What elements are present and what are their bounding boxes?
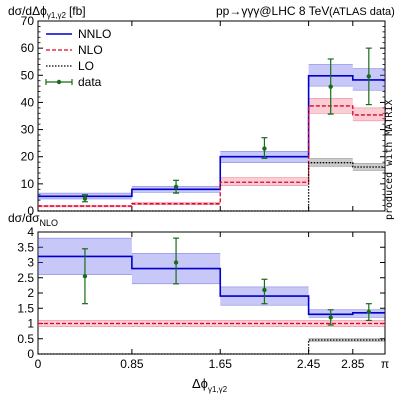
x-tick-label: 0 <box>35 357 42 371</box>
y-tick-label: 20 <box>21 150 35 164</box>
y-tick-label: 0 <box>27 347 34 361</box>
step-line-nnlo <box>38 75 385 198</box>
band-lo <box>352 163 385 171</box>
bottom-ylabel: dσ/dσNLO <box>8 211 58 228</box>
bottom-panel: 00.51 1.522.53 3.54 0 0.85 1.65 2.45 2.85 π <box>17 225 389 371</box>
top-ylabel: dσ/dΔϕγ1,γ2 [fb] <box>8 4 86 20</box>
data-point <box>173 260 179 265</box>
y-tick-label: 40 <box>21 95 35 109</box>
data-point <box>82 196 88 201</box>
y-tick-label: 2.5 <box>17 271 34 285</box>
data-point <box>328 84 333 89</box>
y-tick-label: 3.5 <box>17 240 34 254</box>
data-point <box>262 146 267 151</box>
step-line-lo <box>38 339 385 355</box>
legend-data-marker <box>56 79 62 85</box>
x-axis-label: Δϕγ1,γ2 <box>192 376 228 394</box>
data-point <box>173 184 179 190</box>
y-tick-label: 0.5 <box>17 332 34 346</box>
band-lo <box>308 158 353 167</box>
legend: NNLO NLO LO data <box>45 27 111 89</box>
data-point <box>328 315 333 320</box>
y-tick-label: 10 <box>21 177 35 191</box>
data-point <box>82 274 88 279</box>
x-tick-label: 2.85 <box>341 357 365 371</box>
x-tick-label: π <box>381 357 389 371</box>
y-tick-label: 3 <box>27 256 34 270</box>
legend-nlo-label: NLO <box>78 43 103 57</box>
x-tick-label: 2.45 <box>297 357 321 371</box>
y-tick-label: 2 <box>27 286 34 300</box>
y-tick-label: 4 <box>27 225 34 239</box>
y-tick-label: 30 <box>21 123 35 137</box>
process-label: pp→γγγ@LHC 8 TeV <box>216 4 329 18</box>
legend-lo-label: LO <box>78 59 94 73</box>
top-panel: 0 10 20 30 40 50 60 70 <box>21 14 386 218</box>
band-nlo <box>220 320 309 327</box>
legend-data-label: data <box>78 75 102 89</box>
y-tick-label: 70 <box>21 14 35 28</box>
band-lo <box>352 338 385 342</box>
y-tick-label: 1 <box>27 317 34 331</box>
dataset-label: (ATLAS data) <box>329 6 395 18</box>
legend-nnlo-label: NNLO <box>78 27 111 41</box>
y-tick-label: 0 <box>27 204 34 218</box>
x-tick-label: 0.85 <box>120 357 144 371</box>
band-nlo <box>38 320 132 327</box>
y-tick-label: 1.5 <box>17 301 34 315</box>
x-tick-label: 1.65 <box>209 357 233 371</box>
y-tick-label: 50 <box>21 68 35 82</box>
band-nlo <box>38 205 132 207</box>
plot-frame <box>37 20 386 212</box>
data-point <box>366 74 372 79</box>
step-line-lo <box>38 162 385 212</box>
side-credit: produced with MATRIX <box>384 100 395 220</box>
y-tick-label: 60 <box>21 41 35 55</box>
data-point <box>366 309 372 315</box>
band-nlo <box>220 177 309 186</box>
data-point <box>262 287 267 293</box>
